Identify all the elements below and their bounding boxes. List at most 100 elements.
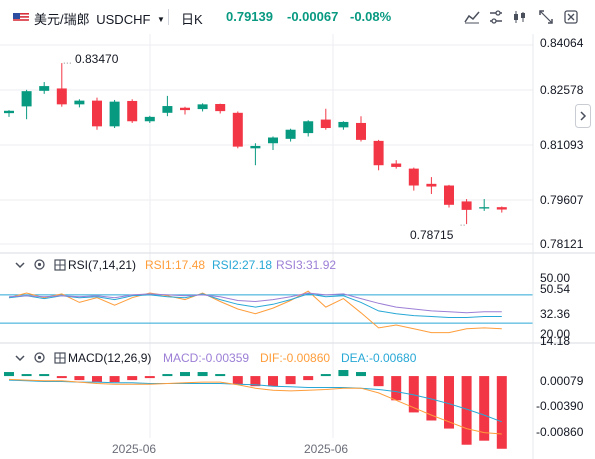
x-axis-label: 2025-06 xyxy=(112,442,157,456)
macd-histogram-bar xyxy=(268,376,278,387)
macd-histogram-bar xyxy=(303,376,314,381)
chart-type-icon[interactable] xyxy=(512,10,528,24)
settings-icon[interactable] xyxy=(563,10,579,24)
rsi-axis-label: 50.00 xyxy=(540,271,571,285)
indicators-icon[interactable] xyxy=(464,10,480,24)
candle-body xyxy=(391,163,402,167)
rsi-line-rsi3 xyxy=(8,292,502,314)
rsi-panel xyxy=(0,290,533,334)
price-axis-label: 0.84064 xyxy=(540,36,584,50)
indicator-table-icon[interactable] xyxy=(54,352,66,364)
dea-value: DEA:-0.00680 xyxy=(341,351,417,365)
candle-body xyxy=(180,107,190,111)
collapse-icon[interactable] xyxy=(14,352,26,364)
candle-body xyxy=(320,119,331,129)
macd-axis-label: -0.00860 xyxy=(536,425,584,439)
rsi-axis-label: 20.00 xyxy=(540,327,571,341)
macd-histogram-bar xyxy=(39,374,50,377)
macd-histogram-bar xyxy=(74,376,85,381)
rsi-axis-label: 32.36 xyxy=(540,307,571,321)
macd-histogram-bar xyxy=(285,376,296,385)
candle-body xyxy=(461,201,472,210)
candle-body xyxy=(92,100,102,127)
macd-histogram-bar xyxy=(127,376,138,381)
macd-histogram-bar xyxy=(320,374,331,377)
macd-histogram-bar xyxy=(391,376,402,401)
gear-icon[interactable] xyxy=(33,258,46,271)
candle-body xyxy=(232,112,243,147)
chart-header: 美元/瑞郎 USDCHF ▼ 日K 0.79139 -0.00067 -0.08… xyxy=(0,0,595,34)
candle-body xyxy=(56,88,67,105)
macd-histogram-bar xyxy=(250,376,261,387)
macd-histogram-bar xyxy=(92,376,102,383)
candle-body xyxy=(285,129,296,139)
macd-histogram-bar xyxy=(215,374,226,377)
rsi-axis-label: 50.54 xyxy=(540,282,571,296)
symbol-selector[interactable]: 美元/瑞郎 USDCHF ▼ xyxy=(34,9,165,28)
collapse-icon[interactable] xyxy=(14,259,26,271)
macd-histogram-bar xyxy=(496,376,507,449)
macd-histogram-bar xyxy=(338,370,349,377)
candle-body xyxy=(444,185,454,205)
price-axis-label: 0.78121 xyxy=(540,237,584,251)
macd-histogram-bar xyxy=(461,376,472,445)
rsi-line-rsi1 xyxy=(8,290,502,334)
macd-value: MACD:-0.00359 xyxy=(163,351,250,365)
macd-histogram-bar xyxy=(162,374,173,377)
candle-body xyxy=(479,207,490,209)
candlestick-series xyxy=(4,62,507,226)
timeframe-selector[interactable]: 日K xyxy=(181,12,203,27)
ticker-name: USDCHF xyxy=(96,12,151,27)
macd-histogram-bar xyxy=(4,372,14,377)
high-price-label: 0.83470 xyxy=(75,52,119,66)
macd-histogram-bar xyxy=(444,376,454,429)
macd-histogram-bar xyxy=(21,374,32,377)
macd-histogram-bar xyxy=(109,376,120,383)
us-flag-icon xyxy=(13,11,29,22)
candle-body xyxy=(303,121,314,134)
dif-line xyxy=(8,378,502,435)
macd-histogram-bar xyxy=(56,376,67,379)
rsi-line-rsi2 xyxy=(8,293,502,318)
last-price: 0.79139 xyxy=(226,9,273,24)
candle-body xyxy=(373,140,384,166)
x-axis-label: 2025-06 xyxy=(304,442,349,456)
candle-body xyxy=(197,104,208,110)
symbol-name: 美元/瑞郎 xyxy=(34,12,90,27)
rsi-title: RSI(7,14,21) xyxy=(68,258,137,272)
macd-histogram-bar xyxy=(180,372,190,377)
macd-histogram-bar xyxy=(408,376,419,413)
candle-body xyxy=(127,100,138,122)
candle-body xyxy=(74,100,85,105)
candle-body xyxy=(356,122,366,140)
rsi-axis-label: 14.18 xyxy=(540,334,571,348)
dea-line xyxy=(8,379,502,423)
macd-axis-label: -0.00390 xyxy=(536,399,584,413)
candle-body xyxy=(408,168,419,186)
compare-icon[interactable] xyxy=(488,10,504,24)
macd-histogram-bar xyxy=(144,376,155,379)
candle-body xyxy=(250,145,261,149)
macd-histogram-bar xyxy=(479,376,490,441)
candle-body xyxy=(426,183,437,187)
rsi3-value: RSI3:31.92 xyxy=(276,258,337,272)
scroll-right-icon[interactable] xyxy=(575,104,591,128)
fullscreen-icon[interactable] xyxy=(538,10,554,24)
macd-panel xyxy=(4,370,507,449)
macd-axis-label: 0.00079 xyxy=(540,374,584,388)
price-axis-label: 0.82578 xyxy=(540,83,584,97)
indicator-table-icon[interactable] xyxy=(54,259,66,271)
candle-body xyxy=(21,91,32,107)
gear-icon[interactable] xyxy=(33,351,46,364)
price-axis-label: 0.79607 xyxy=(540,193,584,207)
dif-value: DIF:-0.00860 xyxy=(260,351,331,365)
price-change: -0.00067 xyxy=(287,9,339,24)
macd-histogram-bar xyxy=(197,372,208,377)
candle-body xyxy=(109,101,120,127)
candle-body xyxy=(215,104,226,112)
candle-body xyxy=(4,110,14,114)
price-axis-label: 0.81093 xyxy=(540,138,584,152)
candle-body xyxy=(162,106,173,113)
macd-histogram-bar xyxy=(356,372,366,377)
